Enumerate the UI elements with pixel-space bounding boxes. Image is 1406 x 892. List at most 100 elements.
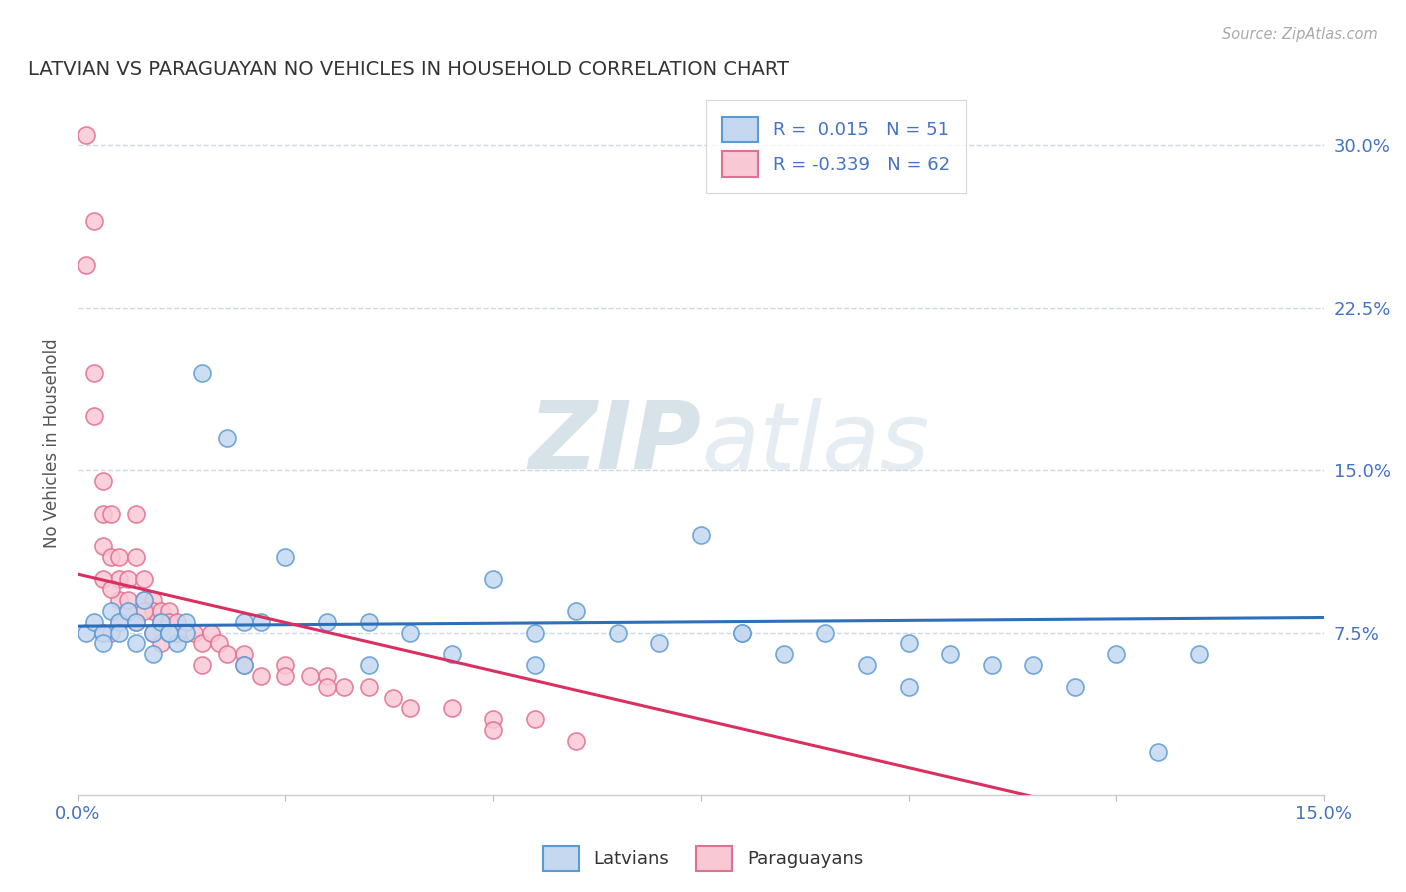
Point: [897, 680, 920, 694]
Point: [91, 625, 114, 640]
Point: [357, 615, 380, 629]
Point: [249, 669, 271, 683]
Point: [814, 625, 837, 640]
Point: [191, 366, 214, 380]
Point: [606, 625, 628, 640]
Point: [91, 625, 114, 640]
Point: [523, 625, 546, 640]
Point: [565, 734, 588, 748]
Point: [91, 572, 114, 586]
Point: [75, 258, 97, 272]
Point: [183, 625, 205, 640]
Point: [980, 658, 1002, 673]
Point: [125, 507, 148, 521]
Text: ZIP: ZIP: [529, 397, 700, 489]
Point: [166, 625, 188, 640]
Point: [142, 625, 165, 640]
Point: [91, 507, 114, 521]
Point: [142, 604, 165, 618]
Point: [689, 528, 711, 542]
Point: [1146, 745, 1168, 759]
Text: atlas: atlas: [700, 398, 929, 489]
Point: [125, 636, 148, 650]
Point: [157, 604, 180, 618]
Point: [208, 636, 231, 650]
Point: [108, 549, 131, 564]
Point: [149, 636, 172, 650]
Legend: R =  0.015   N = 51, R = -0.339   N = 62: R = 0.015 N = 51, R = -0.339 N = 62: [706, 100, 966, 193]
Point: [274, 658, 297, 673]
Point: [274, 669, 297, 683]
Point: [166, 615, 188, 629]
Point: [117, 604, 139, 618]
Point: [75, 625, 97, 640]
Point: [125, 615, 148, 629]
Point: [399, 625, 422, 640]
Point: [125, 549, 148, 564]
Point: [856, 658, 879, 673]
Point: [316, 680, 339, 694]
Point: [897, 636, 920, 650]
Point: [1063, 680, 1085, 694]
Point: [200, 625, 222, 640]
Point: [217, 431, 239, 445]
Point: [108, 572, 131, 586]
Point: [100, 625, 122, 640]
Point: [332, 680, 354, 694]
Point: [731, 625, 754, 640]
Point: [232, 615, 254, 629]
Point: [108, 615, 131, 629]
Point: [357, 658, 380, 673]
Point: [100, 582, 122, 597]
Point: [134, 593, 156, 607]
Point: [117, 604, 139, 618]
Point: [316, 615, 339, 629]
Point: [482, 712, 505, 726]
Point: [75, 128, 97, 142]
Point: [117, 593, 139, 607]
Point: [91, 474, 114, 488]
Point: [565, 604, 588, 618]
Point: [108, 625, 131, 640]
Point: [731, 625, 754, 640]
Point: [773, 648, 796, 662]
Text: Source: ZipAtlas.com: Source: ZipAtlas.com: [1222, 27, 1378, 42]
Point: [83, 409, 105, 423]
Point: [482, 572, 505, 586]
Point: [174, 625, 197, 640]
Point: [100, 604, 122, 618]
Point: [134, 604, 156, 618]
Point: [83, 615, 105, 629]
Point: [108, 593, 131, 607]
Point: [108, 615, 131, 629]
Y-axis label: No Vehicles in Household: No Vehicles in Household: [44, 338, 60, 548]
Point: [232, 658, 254, 673]
Point: [357, 680, 380, 694]
Point: [149, 615, 172, 629]
Point: [440, 701, 463, 715]
Point: [91, 539, 114, 553]
Point: [274, 549, 297, 564]
Point: [482, 723, 505, 737]
Point: [157, 625, 180, 640]
Point: [174, 615, 197, 629]
Point: [142, 625, 165, 640]
Point: [648, 636, 671, 650]
Point: [191, 658, 214, 673]
Legend: Latvians, Paraguayans: Latvians, Paraguayans: [536, 838, 870, 879]
Point: [134, 572, 156, 586]
Point: [166, 625, 188, 640]
Point: [149, 604, 172, 618]
Point: [157, 625, 180, 640]
Point: [100, 507, 122, 521]
Point: [299, 669, 322, 683]
Point: [125, 615, 148, 629]
Point: [1105, 648, 1128, 662]
Point: [316, 669, 339, 683]
Point: [100, 549, 122, 564]
Point: [232, 658, 254, 673]
Point: [174, 625, 197, 640]
Point: [523, 712, 546, 726]
Point: [142, 648, 165, 662]
Point: [83, 214, 105, 228]
